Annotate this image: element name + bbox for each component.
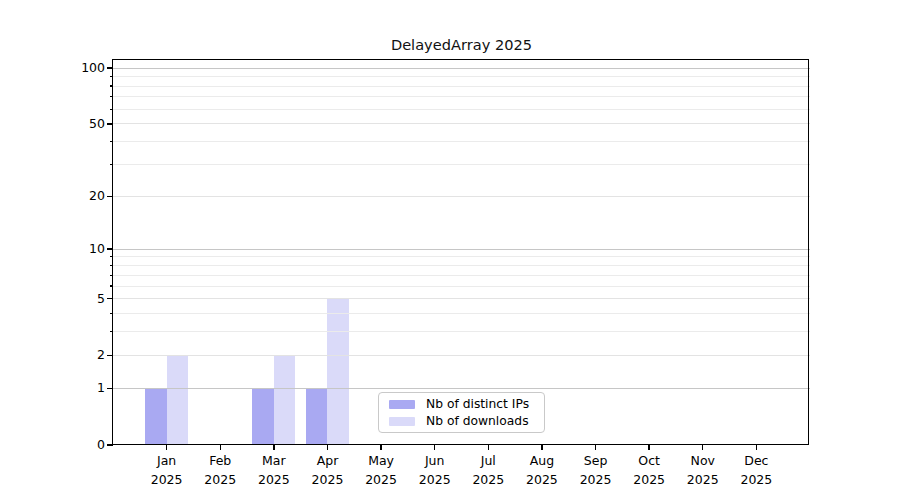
bar-distinct-ips — [252, 388, 274, 445]
y-axis-tick-label: 10 — [0, 241, 105, 257]
y-gridline — [113, 141, 810, 142]
y-gridline — [113, 249, 810, 250]
y-axis-tick-label: 0 — [0, 437, 105, 453]
y-gridline — [113, 331, 810, 332]
x-axis-tick — [434, 445, 435, 450]
x-axis-tick-label: Dec 2025 — [724, 451, 788, 489]
y-gridline — [113, 298, 810, 299]
y-axis-tick-label: 100 — [0, 60, 105, 76]
legend-item-distinct-ips: Nb of distinct IPs — [389, 397, 536, 411]
y-gridline — [113, 286, 810, 287]
y-gridline — [113, 196, 810, 197]
y-gridline — [113, 265, 810, 266]
y-axis-tick-label: 2 — [0, 347, 105, 363]
y-axis-minor-tick — [110, 265, 114, 266]
y-gridline — [113, 68, 810, 69]
y-gridline — [113, 109, 810, 110]
y-gridline — [113, 313, 810, 314]
bar-distinct-ips — [145, 388, 167, 445]
y-gridline — [113, 164, 810, 165]
y-axis-minor-tick — [110, 164, 114, 165]
x-axis-tick — [541, 445, 542, 450]
y-axis-minor-tick — [110, 285, 114, 286]
y-axis-tick-label: 20 — [0, 188, 105, 204]
bar-downloads — [167, 355, 189, 445]
bar-downloads — [327, 299, 349, 445]
y-axis-minor-tick — [110, 76, 114, 77]
y-axis-tick — [107, 123, 113, 124]
y-gridline — [113, 123, 810, 124]
y-gridline — [113, 275, 810, 276]
y-axis-minor-tick — [110, 331, 114, 332]
y-axis-minor-tick — [110, 109, 114, 110]
legend-swatch-distinct-ips-icon — [389, 400, 415, 409]
x-axis-tick — [220, 445, 221, 450]
y-axis-tick — [107, 67, 113, 68]
legend-label: Nb of downloads — [426, 414, 529, 428]
y-gridline — [113, 355, 810, 356]
x-axis-tick — [648, 445, 649, 450]
y-axis-tick-label: 1 — [0, 380, 105, 396]
x-axis-tick — [380, 445, 381, 450]
y-axis-tick — [107, 196, 113, 197]
y-gridline — [113, 256, 810, 257]
y-axis-minor-tick — [110, 256, 114, 257]
x-axis-tick — [273, 445, 274, 450]
bar-distinct-ips — [306, 388, 328, 445]
y-axis-tick-label: 5 — [0, 291, 105, 307]
x-axis-tick — [595, 445, 596, 450]
y-axis-minor-tick — [110, 141, 114, 142]
x-axis-tick — [166, 445, 167, 450]
bar-downloads — [274, 355, 296, 445]
y-axis-tick — [107, 355, 113, 356]
figure: DelayedArray 2025 0125102050100Jan 2025F… — [0, 0, 900, 500]
y-axis-tick — [107, 298, 113, 299]
legend: Nb of distinct IPs Nb of downloads — [378, 392, 545, 433]
y-axis-minor-tick — [110, 96, 114, 97]
y-axis-minor-tick — [110, 313, 114, 314]
y-gridline — [113, 388, 810, 389]
y-axis-minor-tick — [110, 85, 114, 86]
y-gridline — [113, 86, 810, 87]
y-axis-tick-label: 50 — [0, 116, 105, 132]
x-axis-tick — [488, 445, 489, 450]
y-gridline — [113, 96, 810, 97]
x-axis-tick — [327, 445, 328, 450]
y-axis-tick — [107, 248, 113, 249]
y-gridline — [113, 76, 810, 77]
x-axis-tick — [702, 445, 703, 450]
y-axis-tick — [107, 388, 113, 389]
legend-label: Nb of distinct IPs — [426, 397, 529, 411]
x-axis-tick — [756, 445, 757, 450]
legend-swatch-downloads-icon — [389, 417, 415, 426]
chart-title: DelayedArray 2025 — [113, 35, 810, 55]
legend-item-downloads: Nb of downloads — [389, 414, 536, 428]
y-axis-tick — [107, 444, 113, 445]
y-axis-minor-tick — [110, 275, 114, 276]
